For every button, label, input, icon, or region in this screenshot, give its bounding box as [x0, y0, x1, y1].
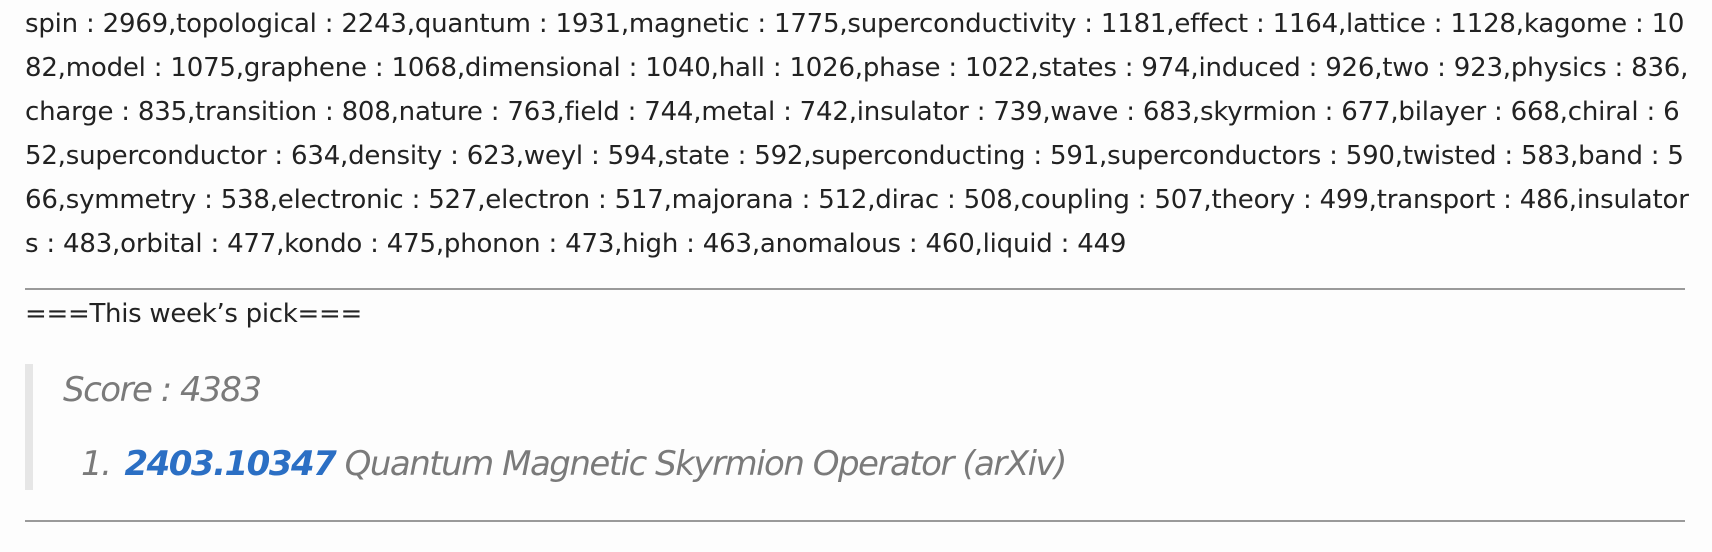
pick-score: Score : 4383: [63, 370, 262, 410]
paper-title: Quantum Magnetic Skyrmion Operator (arXi…: [344, 444, 1068, 484]
weekly-pick-block: Score : 4383 1. 2403.10347 Quantum Magne…: [25, 364, 1694, 490]
keyword-frequency-list: spin : 2969,topological : 2243,quantum :…: [25, 9, 1689, 259]
pick-list: 1. 2403.10347 Quantum Magnetic Skyrmion …: [63, 442, 1694, 486]
divider: [25, 520, 1685, 522]
divider: [25, 288, 1685, 290]
section-title: ===This week’s pick===: [25, 299, 362, 329]
list-item: 1. 2403.10347 Quantum Magnetic Skyrmion …: [81, 442, 1694, 486]
arxiv-id-link[interactable]: 2403.10347: [124, 444, 336, 484]
list-item-number: 1.: [81, 444, 112, 484]
